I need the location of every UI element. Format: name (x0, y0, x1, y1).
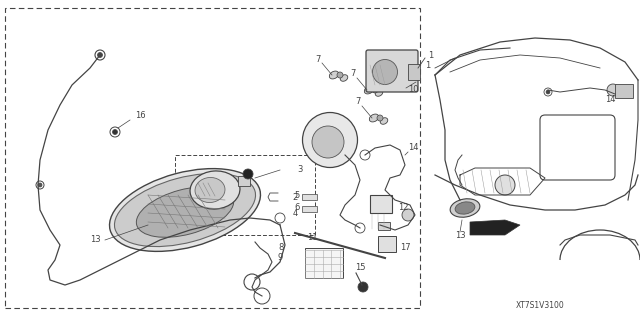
Ellipse shape (455, 202, 475, 214)
Circle shape (377, 115, 383, 121)
Text: 7: 7 (350, 70, 356, 78)
Circle shape (275, 213, 285, 223)
Text: 12: 12 (398, 204, 408, 212)
Ellipse shape (380, 118, 388, 124)
Bar (302, 194, 317, 200)
Ellipse shape (330, 71, 339, 79)
Text: 2: 2 (292, 192, 298, 202)
Ellipse shape (109, 169, 260, 251)
Text: 15: 15 (355, 263, 365, 272)
Text: 3: 3 (298, 166, 303, 174)
Text: 10: 10 (408, 85, 419, 94)
Ellipse shape (190, 171, 240, 209)
Text: 13: 13 (454, 231, 465, 240)
Circle shape (337, 72, 343, 78)
Text: 14: 14 (605, 95, 615, 105)
Text: XT7S1V3100: XT7S1V3100 (516, 300, 564, 309)
Circle shape (38, 183, 42, 187)
Circle shape (36, 181, 44, 189)
Circle shape (97, 53, 102, 57)
Circle shape (110, 127, 120, 137)
Bar (175, 155, 315, 235)
Text: 7: 7 (355, 98, 361, 107)
Bar (305, 248, 343, 278)
Circle shape (243, 169, 253, 179)
Text: 11: 11 (307, 234, 318, 242)
Circle shape (402, 209, 414, 221)
Text: 1: 1 (428, 50, 433, 60)
Ellipse shape (195, 177, 225, 203)
Circle shape (546, 90, 550, 94)
Bar (370, 195, 392, 213)
Bar (615, 84, 633, 98)
Text: 4: 4 (292, 209, 298, 218)
Bar (5, 8, 420, 308)
Text: 6: 6 (294, 203, 300, 211)
Ellipse shape (372, 60, 397, 85)
FancyBboxPatch shape (366, 50, 418, 92)
Circle shape (607, 84, 619, 96)
Text: 9: 9 (278, 254, 284, 263)
Bar (378, 222, 390, 230)
Circle shape (254, 288, 270, 304)
Polygon shape (470, 220, 520, 235)
Ellipse shape (375, 90, 383, 96)
Circle shape (544, 88, 552, 96)
Bar (302, 206, 317, 212)
Text: 1: 1 (425, 61, 430, 70)
Text: 16: 16 (134, 110, 145, 120)
Circle shape (95, 50, 105, 60)
Circle shape (495, 175, 515, 195)
Text: 17: 17 (400, 243, 411, 253)
Ellipse shape (303, 113, 358, 167)
Ellipse shape (369, 114, 379, 122)
Text: 5: 5 (295, 190, 300, 199)
Ellipse shape (115, 174, 255, 247)
Ellipse shape (312, 126, 344, 158)
Circle shape (113, 130, 118, 135)
Circle shape (360, 150, 370, 160)
Bar (378, 236, 396, 252)
Ellipse shape (450, 199, 480, 217)
Text: 13: 13 (90, 235, 100, 244)
Bar (238, 176, 250, 186)
Ellipse shape (136, 187, 234, 237)
Circle shape (244, 274, 260, 290)
Text: 14: 14 (408, 144, 419, 152)
Ellipse shape (364, 86, 374, 94)
Circle shape (355, 223, 365, 233)
Text: 7: 7 (316, 55, 321, 63)
Ellipse shape (340, 75, 348, 81)
Circle shape (372, 87, 378, 93)
Text: 8: 8 (278, 243, 284, 253)
Bar (408, 64, 420, 80)
Circle shape (358, 282, 368, 292)
